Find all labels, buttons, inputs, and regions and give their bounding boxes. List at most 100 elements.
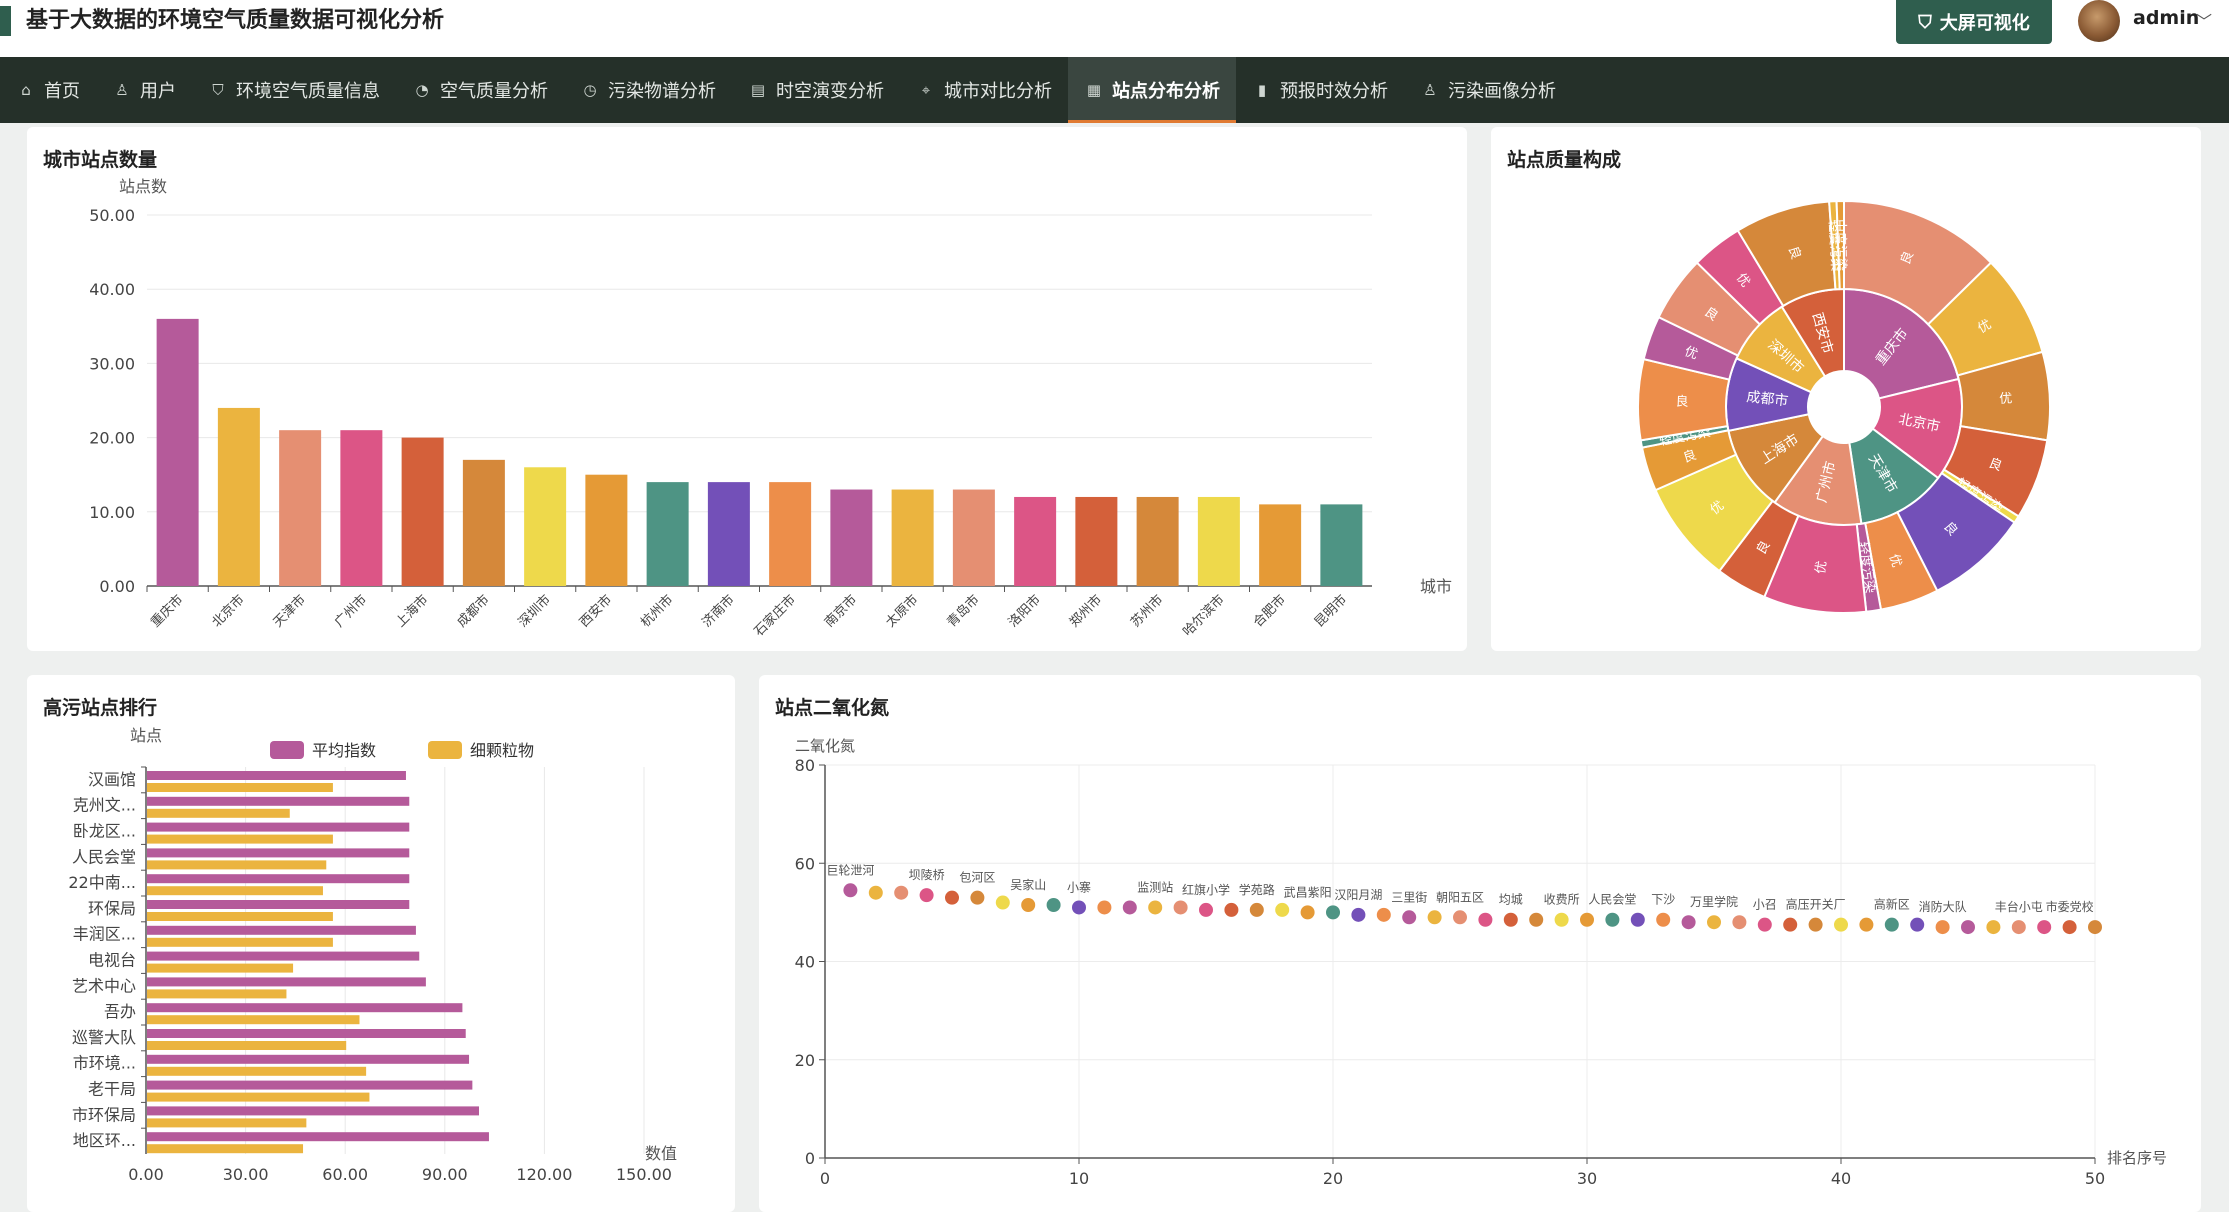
user-icon: ♙ (115, 81, 129, 99)
scatter-point (1605, 912, 1620, 927)
x-tick-label: 0 (820, 1169, 830, 1188)
scatter-point (1376, 907, 1391, 922)
nav-item-9[interactable]: ♙ 污染画像分析 (1404, 57, 1572, 123)
y-axis-title: 站点数 (119, 177, 167, 196)
x-tick-label: 合肥市 (1250, 592, 1289, 631)
point-label: 消防大队 (1919, 899, 1967, 914)
nav-item-4[interactable]: ◷ 污染物谱分析 (564, 57, 732, 123)
point-label: 学苑路 (1239, 882, 1275, 897)
scatter-point (995, 895, 1010, 910)
x-tick-label: 20 (1323, 1169, 1343, 1188)
y-tick-label: 50.00 (89, 206, 135, 225)
x-axis-title: 城市 (1420, 577, 1452, 596)
scatter-point (2011, 920, 2026, 935)
y-tick-label: 电视台 (88, 951, 136, 970)
bar (524, 467, 567, 586)
nav-item-8[interactable]: ▮ 预报时效分析 (1236, 57, 1404, 123)
bigscreen-button[interactable]: ⛉ 大屏可视化 (1896, 0, 2052, 44)
scatter-point (1402, 910, 1417, 925)
legend-swatch (270, 741, 304, 759)
bar (585, 474, 628, 586)
scatter-point (1707, 915, 1721, 930)
nav-item-7[interactable]: ▦ 站点分布分析 (1068, 57, 1236, 123)
bar-pm (147, 886, 323, 896)
username[interactable]: admin (2133, 7, 2200, 29)
bar-avg (147, 951, 420, 961)
scatter-point (2037, 920, 2052, 935)
point-label: 高新区 (1874, 897, 1910, 912)
nav-item-5[interactable]: ▤ 时空演变分析 (732, 57, 900, 123)
y-tick-label: 艺术中心 (72, 976, 136, 995)
y-tick-label: 80 (795, 756, 815, 775)
scatter-point (1834, 917, 1848, 932)
bigscreen-label: 大屏可视化 (1939, 13, 2030, 34)
pie-icon: ◔ (415, 81, 429, 99)
x-tick-label: 昆明市 (1311, 592, 1350, 631)
nav-item-0[interactable]: ⌂ 首页 (0, 57, 96, 123)
panel-title-city-stations: 城市站点数量 (43, 149, 158, 171)
point-label: 武昌紫阳 (1284, 885, 1332, 899)
bar-avg (147, 925, 416, 935)
sunburst-quality-label: 中度污染 (1832, 219, 1849, 271)
avatar[interactable] (2078, 0, 2120, 42)
x-tick-label: 上海市 (393, 592, 432, 631)
nav-item-2[interactable]: ⛉ 环境空气质量信息 (192, 57, 396, 123)
monitor-icon: ⛉ (1918, 11, 1932, 33)
station-quality-chart[interactable]: 重庆市北京市天津市广州市上海市成都市深圳市西安市良优优良轻度污染良优轻度污染优良… (1491, 127, 2201, 651)
scatter-point (1681, 915, 1696, 930)
x-tick-label: 40 (1831, 1169, 1851, 1188)
bar-pm (147, 989, 287, 999)
scatter-point (1300, 905, 1315, 920)
bar (340, 430, 383, 586)
sunburst-quality-label: 优 (1999, 391, 2013, 407)
sunburst-quality-label: 良 (1897, 249, 1917, 267)
point-label: 巨轮泄河 (826, 863, 874, 877)
x-tick-label: 西安市 (576, 592, 615, 631)
city-stations-chart[interactable]: 站点数 0.00 10.00 20.00 30.00 40.00 50.00 重庆市 北京市 天津… (27, 127, 1467, 651)
cart-icon: ⛉ (212, 81, 224, 99)
sunburst-quality-segment (1835, 199, 1845, 291)
y-tick-label: 吾办 (104, 1002, 136, 1021)
bar-avg (147, 848, 410, 858)
bar (1320, 504, 1363, 586)
nav-item-6[interactable]: ⌖ 城市对比分析 (900, 57, 1068, 123)
bar (952, 489, 995, 586)
clock-icon: ◷ (583, 81, 597, 99)
bar (279, 430, 322, 586)
city-stations-panel: 城市站点数量 站点数 0.00 10.00 20.00 30.00 40.00 50.00 重… (27, 127, 1467, 651)
sunburst-quality-label: 良 (1675, 393, 1689, 409)
scatter-point (1478, 912, 1493, 927)
bar-avg (147, 900, 410, 909)
y-tick-label: 20.00 (89, 429, 135, 448)
calendar-icon: ▦ (1086, 81, 1102, 99)
scatter-point (1199, 902, 1213, 917)
y-tick-label: 40.00 (89, 280, 135, 299)
sunburst-quality-label: 良 (1785, 244, 1804, 261)
no2-chart[interactable]: 二氧化氮 0 20 40 60 80 0 10 20 30 40 50 巨轮泄河 坝陵桥 包河区 吴家山 小寨 监… (759, 675, 2201, 1212)
nav-item-3[interactable]: ◔ 空气质量分析 (396, 57, 564, 123)
bar (1197, 496, 1240, 586)
bar-chart-icon: ▮ (1257, 81, 1267, 99)
chevron-down-icon[interactable]: ﹀ (2196, 12, 2213, 31)
y-tick-label: 卧龙区... (73, 822, 136, 841)
x-tick-label: 苏州市 (1128, 592, 1167, 631)
home-icon: ⌂ (21, 81, 31, 99)
bar-avg (147, 1080, 473, 1090)
x-tick-label: 洛阳市 (1005, 592, 1044, 631)
x-tick-label: 北京市 (209, 592, 248, 631)
scatter-point (1935, 920, 1950, 935)
profile-icon: ♙ (1423, 81, 1437, 99)
nav-item-1[interactable]: ♙ 用户 (96, 57, 192, 123)
y-tick-label: 汉画馆 (88, 770, 136, 789)
sunburst-city-label: 成都市 (1746, 388, 1790, 410)
scatter-point (1021, 898, 1036, 913)
bar-avg (147, 1029, 466, 1038)
high-pollution-panel: 高污站点排行 站点 平均指数 细颗粒物 0.00 30.00 60.00 90.00 120.… (27, 675, 735, 1212)
scatter-point (1427, 910, 1442, 925)
y-tick-label: 人民会堂 (72, 847, 136, 866)
bar-avg (147, 1003, 463, 1013)
point-label: 小召 (1753, 898, 1777, 912)
scatter-point (2062, 920, 2077, 935)
point-label: 均城 (1499, 893, 1523, 907)
